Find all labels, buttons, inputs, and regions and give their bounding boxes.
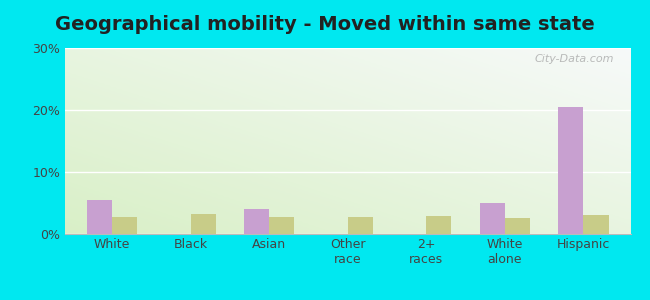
- Bar: [480, 203, 505, 234]
- Bar: [348, 217, 373, 234]
- Bar: [558, 107, 584, 234]
- Bar: [87, 200, 112, 234]
- Bar: [584, 215, 608, 234]
- Bar: [190, 214, 216, 234]
- Bar: [112, 217, 137, 234]
- Bar: [505, 218, 530, 234]
- Bar: [244, 209, 269, 234]
- Bar: [426, 216, 452, 234]
- Bar: [269, 217, 294, 234]
- Text: Geographical mobility - Moved within same state: Geographical mobility - Moved within sam…: [55, 15, 595, 34]
- Text: City-Data.com: City-Data.com: [534, 54, 614, 64]
